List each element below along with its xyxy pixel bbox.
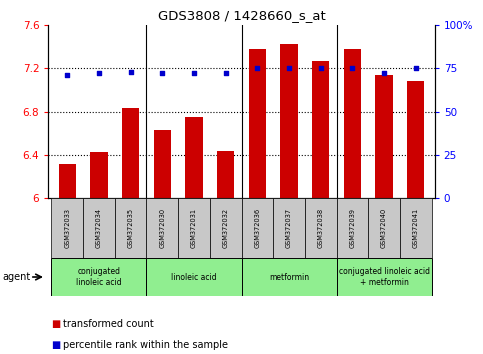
- Bar: [115, 198, 146, 258]
- Point: [254, 65, 261, 71]
- Text: GSM372031: GSM372031: [191, 209, 197, 248]
- Text: conjugated linoleic acid
+ metformin: conjugated linoleic acid + metformin: [339, 267, 429, 287]
- Point: [285, 65, 293, 71]
- Point: [412, 65, 420, 71]
- Bar: [375, 75, 393, 198]
- Bar: [178, 198, 210, 258]
- Bar: [52, 198, 83, 258]
- Text: GSM372038: GSM372038: [318, 208, 324, 249]
- Point: [349, 65, 356, 71]
- Point: [222, 70, 229, 76]
- Bar: [122, 108, 140, 198]
- Text: GSM372033: GSM372033: [64, 209, 71, 248]
- Bar: [146, 198, 178, 258]
- Text: GSM372037: GSM372037: [286, 208, 292, 249]
- Bar: [305, 198, 337, 258]
- Point: [317, 65, 325, 71]
- Text: GDS3808 / 1428660_s_at: GDS3808 / 1428660_s_at: [157, 9, 326, 22]
- Text: ■: ■: [51, 319, 60, 329]
- Point: [380, 70, 388, 76]
- Point: [158, 70, 166, 76]
- Bar: [210, 198, 242, 258]
- Bar: [337, 198, 368, 258]
- Text: percentile rank within the sample: percentile rank within the sample: [63, 340, 228, 350]
- Bar: [407, 81, 425, 198]
- Bar: [242, 258, 337, 296]
- Bar: [58, 164, 76, 198]
- Bar: [154, 130, 171, 198]
- Bar: [185, 117, 203, 198]
- Text: linoleic acid: linoleic acid: [171, 273, 217, 281]
- Bar: [146, 258, 242, 296]
- Bar: [52, 258, 146, 296]
- Text: transformed count: transformed count: [63, 319, 154, 329]
- Bar: [242, 198, 273, 258]
- Point: [95, 70, 103, 76]
- Point: [63, 72, 71, 78]
- Text: GSM372036: GSM372036: [255, 208, 260, 249]
- Point: [190, 70, 198, 76]
- Bar: [312, 61, 329, 198]
- Bar: [83, 198, 115, 258]
- Text: GSM372040: GSM372040: [381, 208, 387, 249]
- Text: agent: agent: [2, 272, 30, 282]
- Bar: [337, 258, 431, 296]
- Point: [127, 69, 134, 74]
- Bar: [280, 44, 298, 198]
- Text: GSM372034: GSM372034: [96, 208, 102, 249]
- Bar: [217, 150, 234, 198]
- Bar: [249, 48, 266, 198]
- Bar: [273, 198, 305, 258]
- Text: GSM372032: GSM372032: [223, 208, 228, 249]
- Text: conjugated
linoleic acid: conjugated linoleic acid: [76, 267, 122, 287]
- Text: ■: ■: [51, 340, 60, 350]
- Bar: [400, 198, 431, 258]
- Text: GSM372030: GSM372030: [159, 208, 165, 249]
- Text: metformin: metformin: [269, 273, 309, 281]
- Text: GSM372035: GSM372035: [128, 208, 134, 249]
- Text: GSM372041: GSM372041: [412, 208, 419, 249]
- Bar: [368, 198, 400, 258]
- Bar: [90, 152, 108, 198]
- Bar: [343, 48, 361, 198]
- Text: GSM372039: GSM372039: [349, 209, 355, 248]
